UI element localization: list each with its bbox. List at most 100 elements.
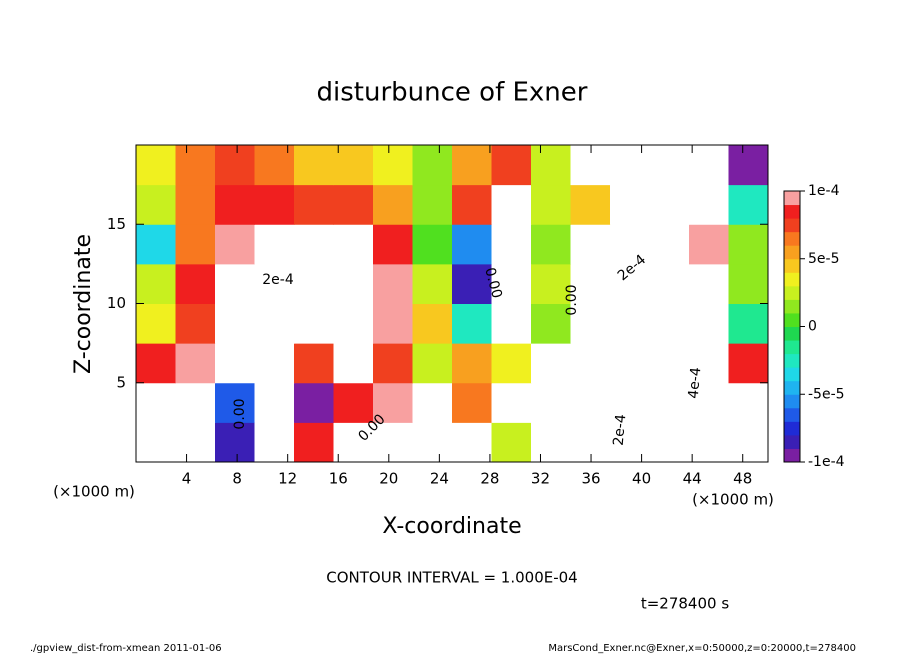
field-cell <box>728 422 769 463</box>
field-cell <box>689 145 729 186</box>
colorbar-band <box>784 312 800 327</box>
field-cell <box>175 263 216 304</box>
field-cell <box>689 184 729 225</box>
footer-left: ./gpview_dist-from-xmean 2011-01-06 <box>30 643 222 654</box>
field-cell <box>333 263 374 304</box>
x-tick-label: 28 <box>480 470 499 488</box>
field-cell <box>649 422 690 463</box>
colorbar-tick-label: -5e-5 <box>808 386 845 402</box>
field-cell <box>610 184 650 225</box>
field-cell <box>491 263 532 304</box>
colorbar-band <box>784 407 800 422</box>
field-cell <box>570 224 611 265</box>
field-cell <box>175 303 216 344</box>
field-cell <box>649 303 690 344</box>
field-cell <box>294 343 334 384</box>
colorbar-band <box>784 421 800 436</box>
chart-title: disturbunce of Exner <box>317 78 588 108</box>
colorbar-band <box>784 191 800 206</box>
field-cell <box>728 263 769 304</box>
x-tick-label: 4 <box>182 470 192 488</box>
field-cell <box>452 343 492 384</box>
field-cell <box>333 303 374 344</box>
contour-label: 2e-4 <box>262 272 294 288</box>
contour-label: 0.00 <box>481 266 505 300</box>
field-cell <box>136 303 176 344</box>
field-cell <box>373 184 413 225</box>
colorbar-band <box>784 285 800 300</box>
contour-label: 2e-4 <box>611 414 630 447</box>
field-cell <box>254 184 295 225</box>
field-cell <box>570 184 611 225</box>
field-cell <box>333 422 374 463</box>
x-tick-label: 36 <box>581 470 600 488</box>
field-cell <box>452 224 492 265</box>
field-cell <box>728 303 769 344</box>
field-cell <box>689 224 729 265</box>
field-cell <box>570 263 611 304</box>
field-cell <box>491 145 532 186</box>
field-cell <box>215 145 255 186</box>
field-cell <box>254 263 295 304</box>
x-tick-label: 12 <box>278 470 297 488</box>
field-cell <box>373 263 413 304</box>
footer-right: MarsCond_Exner.nc@Exner,x=0:50000,z=0:20… <box>548 643 856 654</box>
x-tick-label: 24 <box>430 470 449 488</box>
field-cell <box>570 422 611 463</box>
field-cell <box>570 343 611 384</box>
field-cell <box>728 382 769 423</box>
field-cell <box>531 184 571 225</box>
field-cell <box>649 382 690 423</box>
y-tick-label: 10 <box>107 294 126 312</box>
field-cell <box>333 145 374 186</box>
x-tick-label: 16 <box>329 470 348 488</box>
field-cell <box>254 382 295 423</box>
field-cell <box>412 382 453 423</box>
field-cell <box>689 343 729 384</box>
field-cell <box>689 382 729 423</box>
x-tick-label: 32 <box>531 470 550 488</box>
field-cell <box>136 224 176 265</box>
field-cell <box>412 303 453 344</box>
colorbar-band <box>784 204 800 219</box>
field-cell <box>570 303 611 344</box>
field-cell <box>136 145 176 186</box>
field-cell <box>175 184 216 225</box>
field-cell <box>294 263 334 304</box>
field-cell <box>254 343 295 384</box>
field-cell <box>452 382 492 423</box>
field-cell <box>136 184 176 225</box>
field-cell <box>728 343 769 384</box>
field-cell <box>610 343 650 384</box>
field-cell <box>373 303 413 344</box>
field-cell <box>531 343 571 384</box>
colorbar-band <box>784 434 800 449</box>
x-tick-label: 48 <box>733 470 752 488</box>
y-tick-label: 15 <box>107 215 126 233</box>
field-cell <box>491 303 532 344</box>
field-cell <box>254 303 295 344</box>
field-cell <box>649 343 690 384</box>
field-cell <box>610 303 650 344</box>
colorbar-band <box>784 231 800 246</box>
field-cell <box>412 184 453 225</box>
time-label: t=278400 s <box>641 595 729 613</box>
colorbar-band <box>784 394 800 409</box>
x-axis-label: X-coordinate <box>382 514 521 539</box>
field-cell <box>531 263 571 304</box>
field-cell <box>175 422 216 463</box>
field-cell <box>689 263 729 304</box>
field-cell <box>649 145 690 186</box>
field-cell <box>333 343 374 384</box>
field-cell <box>373 224 413 265</box>
field-cell <box>175 382 216 423</box>
field-cell <box>728 224 769 265</box>
field-cell <box>412 224 453 265</box>
field-cell <box>531 303 571 344</box>
colorbar-band <box>784 272 800 287</box>
field-cell <box>254 422 295 463</box>
x-tick-label: 40 <box>632 470 651 488</box>
field-cell <box>175 224 216 265</box>
field-cell <box>728 184 769 225</box>
